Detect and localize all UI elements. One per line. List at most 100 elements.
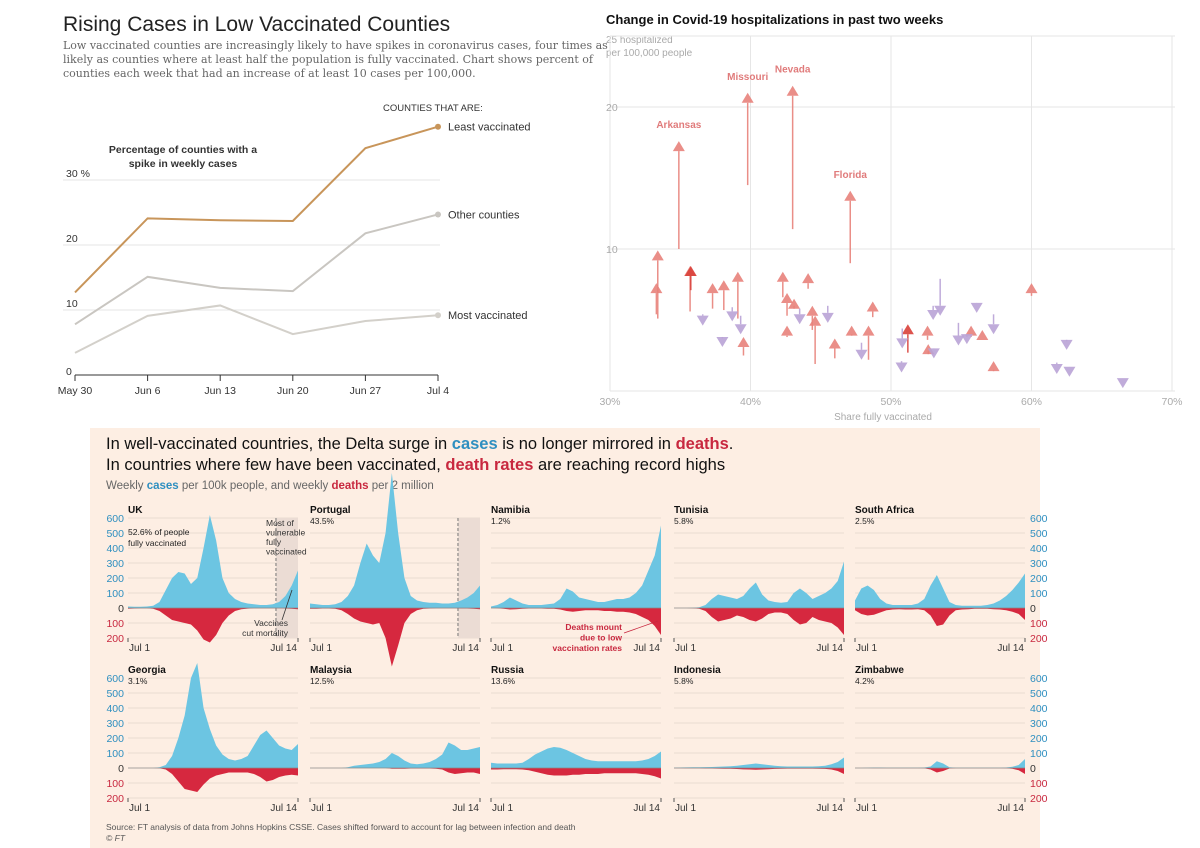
annotation-vulnerable: Most of: [266, 518, 295, 528]
arrow-up-head: [717, 280, 730, 291]
cases-tick-label-right: 400: [1030, 543, 1048, 555]
country-name: Zimbabwe: [855, 665, 904, 676]
left-chart-subtitle-1: Low vaccinated counties are increasingly…: [63, 39, 608, 52]
x-start-label: Jul 1: [856, 643, 878, 654]
country-name: Georgia: [128, 665, 166, 676]
annotation-deaths: Deaths mount: [565, 622, 622, 632]
cases-area: [128, 663, 298, 768]
series-end-dot: [435, 211, 441, 218]
left-chart-subtitle-3: counties each week that had an increase …: [63, 67, 476, 80]
cases-tick-label-left: 500: [106, 528, 124, 540]
country-panel: UK Jul 1 Jul 14: [127, 505, 299, 654]
y-tick-label: 20: [606, 102, 618, 114]
country-name: UK: [128, 505, 143, 516]
y-annotation-2: spike in weekly cases: [129, 158, 238, 170]
cases-tick-label-right: 500: [1030, 528, 1048, 540]
cases-area: [491, 747, 661, 768]
x-start-label: Jul 1: [675, 803, 697, 814]
arrow-down-head: [1063, 366, 1076, 377]
cases-area: [128, 515, 298, 608]
series-line: [74, 125, 439, 294]
ft-headline-1: In well-vaccinated countries, the Delta …: [106, 435, 733, 453]
cases-tick-label-left: 0: [118, 603, 124, 615]
scatter-title: Change in Covid-19 hospitalizations in p…: [606, 12, 943, 27]
y-annotation-1: Percentage of counties with a: [109, 144, 257, 156]
scatter-arrow-chart: 10 20 30% 40% 50% 60% 70% Arkansas Missouri Nevad…: [599, 35, 1183, 408]
annotation-vulnerable: fully: [266, 537, 282, 547]
cases-area: [491, 525, 661, 608]
cases-tick-label-right: 600: [1030, 513, 1048, 525]
vaccinated-period-shade: [457, 518, 480, 638]
vaccinated-share: 5.8%: [674, 516, 694, 526]
vaccinated-share: 43.5%: [310, 516, 335, 526]
deaths-tick-label-right: 200: [1030, 793, 1048, 805]
x-end-label: Jul 14: [997, 643, 1024, 654]
cases-tick-label-left: 400: [106, 543, 124, 555]
cases-tick-label-right: 400: [1030, 703, 1048, 715]
deaths-area: [491, 768, 661, 779]
x-tick-label: 30%: [599, 396, 620, 408]
annotation-pointer: [281, 589, 293, 621]
cases-area: [310, 473, 480, 608]
arrow-up-head: [862, 325, 875, 336]
y-tick-label: 30 %: [66, 168, 90, 180]
annotation-pointer: [623, 620, 659, 634]
arrow-down-head: [895, 362, 908, 373]
vaccinated-share: 3.1%: [128, 676, 148, 686]
left-chart-title: Rising Cases in Low Vaccinated Counties: [63, 13, 450, 36]
deaths-tick-label-left: 200: [106, 793, 124, 805]
x-end-label: Jul 14: [997, 803, 1024, 814]
deaths-area: [491, 608, 661, 635]
x-start-label: Jul 1: [311, 803, 333, 814]
uk-vaccinated-note: fully vaccinated: [128, 538, 186, 548]
arrow-down-head: [696, 315, 709, 326]
left-chart-subtitle-2: likely as counties where at least half t…: [63, 53, 594, 66]
annotation-vulnerable: vulnerable: [266, 528, 305, 538]
arrow-down-head: [821, 312, 834, 323]
x-start-label: Jul 1: [675, 643, 697, 654]
x-start-label: Jul 1: [311, 643, 333, 654]
scatter-ylabel-2: per 100,000 people: [606, 48, 693, 59]
country-name: Portugal: [310, 505, 351, 516]
deaths-area: [128, 768, 298, 792]
deaths-tick-label-left: 200: [106, 633, 124, 645]
series-end-dot: [435, 312, 441, 319]
x-end-label: Jul 14: [270, 643, 297, 654]
country-name: Tunisia: [674, 505, 709, 516]
x-end-label: Jul 14: [633, 643, 660, 654]
scatter-ylabel-1: 25 hospitalized: [606, 35, 673, 46]
cases-tick-label-right: 0: [1030, 603, 1036, 615]
series-end-dot: [435, 123, 441, 130]
scatter-xlabel: Share fully vaccinated: [834, 412, 932, 423]
x-tick-label: 50%: [880, 396, 901, 408]
vaccinated-share: 4.2%: [855, 676, 875, 686]
arrow-down-head: [896, 338, 909, 349]
country-name: Russia: [491, 665, 524, 676]
annotation-deaths: due to low: [580, 633, 622, 643]
x-tick-label: Jun 20: [277, 385, 309, 397]
arrow-up-head: [788, 298, 801, 309]
ft-subtitle: Weekly cases per 100k people, and weekly…: [106, 480, 434, 492]
cases-tick-label-left: 300: [106, 718, 124, 730]
arrow-down-head: [927, 348, 940, 359]
deaths-area: [128, 608, 298, 643]
cases-tick-label-right: 100: [1030, 588, 1048, 600]
cases-tick-label-right: 300: [1030, 558, 1048, 570]
arrow-down-head: [987, 324, 1000, 335]
cases-tick-label-right: 200: [1030, 733, 1048, 745]
cases-tick-label-left: 100: [106, 588, 124, 600]
arrow-down-head: [716, 336, 729, 347]
cases-area: [855, 759, 1025, 768]
ft-copyright: © FT: [106, 833, 126, 843]
x-end-label: Jul 14: [816, 803, 843, 814]
x-tick-label: Jun 6: [135, 385, 161, 397]
deaths-area: [310, 608, 480, 667]
cases-tick-label-left: 100: [106, 748, 124, 760]
x-tick-label: May 30: [58, 385, 93, 397]
